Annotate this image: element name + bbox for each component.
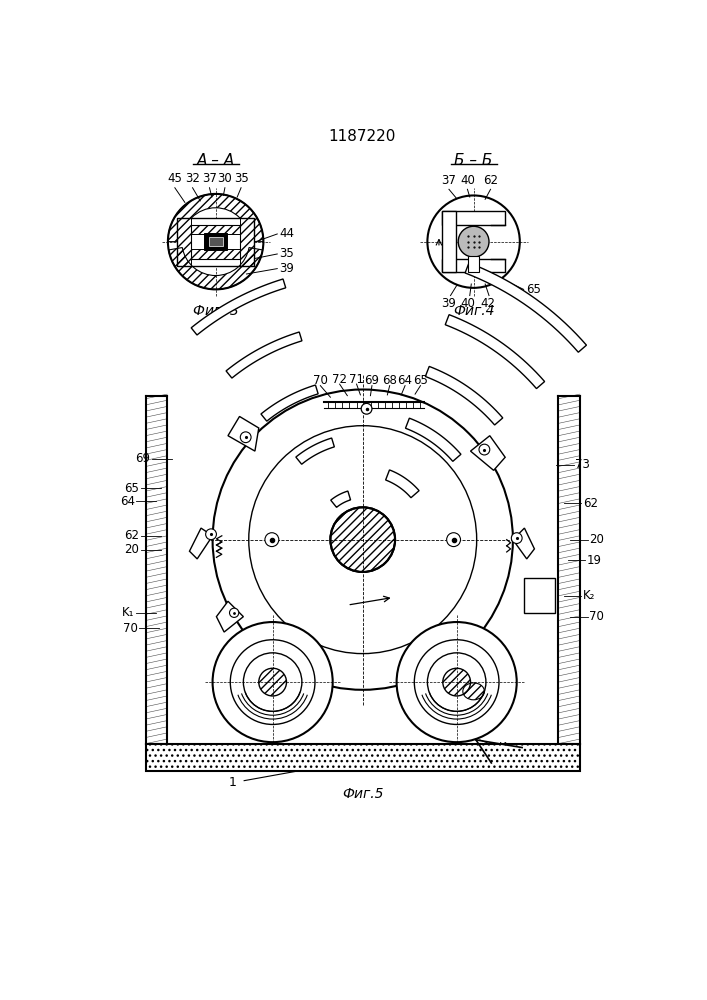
Circle shape	[397, 622, 517, 742]
Polygon shape	[513, 528, 534, 559]
Text: 40: 40	[460, 174, 475, 187]
Text: Фиг. 3: Фиг. 3	[193, 304, 238, 318]
Text: 45: 45	[168, 172, 182, 185]
Text: 64: 64	[119, 495, 135, 508]
Text: 16: 16	[252, 631, 267, 644]
Text: 68: 68	[382, 374, 397, 387]
Text: 64: 64	[397, 374, 413, 387]
Circle shape	[428, 195, 520, 288]
Text: 70: 70	[589, 610, 604, 623]
Text: 42: 42	[481, 297, 496, 310]
Text: 72: 72	[332, 373, 347, 386]
Text: 39: 39	[440, 297, 455, 310]
Bar	[209, 237, 223, 246]
Text: 70: 70	[313, 374, 328, 387]
Text: 32: 32	[185, 172, 200, 185]
Text: 1: 1	[228, 776, 236, 789]
Polygon shape	[406, 418, 461, 461]
Text: Фиг.5: Фиг.5	[342, 787, 383, 801]
Text: 17: 17	[448, 705, 462, 718]
Text: 65: 65	[124, 482, 139, 495]
Polygon shape	[226, 332, 302, 378]
Polygon shape	[191, 279, 286, 335]
Text: 62: 62	[124, 529, 139, 542]
Circle shape	[479, 444, 490, 455]
Circle shape	[361, 403, 372, 414]
Circle shape	[447, 533, 460, 547]
Circle shape	[458, 226, 489, 257]
Bar	[146, 744, 580, 771]
Text: 20: 20	[124, 543, 139, 556]
Text: 35: 35	[234, 172, 248, 185]
Text: 73: 73	[575, 458, 590, 471]
Circle shape	[511, 533, 522, 544]
Text: 69: 69	[135, 452, 150, 465]
Bar	[442, 211, 506, 225]
Polygon shape	[189, 528, 213, 559]
Polygon shape	[471, 436, 506, 470]
Polygon shape	[426, 366, 503, 425]
Polygon shape	[465, 263, 586, 352]
Text: 6: 6	[257, 701, 265, 714]
Text: 62: 62	[483, 174, 498, 187]
Text: 40: 40	[461, 297, 476, 310]
Text: 17: 17	[450, 672, 466, 685]
Text: 19: 19	[587, 554, 602, 567]
Text: 30: 30	[218, 172, 233, 185]
Bar	[525, 578, 555, 613]
Text: 62: 62	[583, 497, 598, 510]
Bar	[468, 256, 479, 272]
Text: 35: 35	[279, 247, 294, 260]
Text: K₂: K₂	[583, 589, 595, 602]
Bar	[191, 225, 240, 259]
Text: Б – Б: Б – Б	[455, 153, 493, 168]
Bar	[442, 211, 456, 272]
Bar	[240, 218, 254, 266]
Bar	[177, 218, 254, 266]
Text: 71: 71	[349, 373, 364, 386]
Circle shape	[213, 389, 513, 690]
Text: 37: 37	[442, 174, 457, 187]
Text: 18: 18	[221, 676, 235, 689]
Text: 6: 6	[272, 669, 281, 682]
Polygon shape	[261, 385, 318, 421]
Circle shape	[213, 622, 333, 742]
Text: 69: 69	[365, 374, 380, 387]
Polygon shape	[445, 315, 544, 389]
Text: 44: 44	[279, 227, 295, 240]
Text: Фиг.4: Фиг.4	[453, 304, 494, 318]
Text: А – А: А – А	[197, 153, 235, 168]
Text: 16: 16	[282, 712, 297, 725]
Polygon shape	[331, 491, 351, 507]
Polygon shape	[385, 470, 419, 498]
Text: 20: 20	[589, 533, 604, 546]
Polygon shape	[216, 601, 243, 632]
Bar	[442, 259, 506, 272]
Bar	[191, 249, 240, 259]
Bar	[146, 744, 580, 771]
Polygon shape	[296, 438, 334, 464]
Circle shape	[230, 608, 239, 617]
Text: 39: 39	[279, 262, 294, 275]
Text: 1187220: 1187220	[328, 129, 396, 144]
Text: 18: 18	[223, 651, 238, 664]
Text: 65: 65	[526, 283, 541, 296]
Circle shape	[265, 533, 279, 547]
Bar	[191, 225, 240, 234]
Text: 70: 70	[123, 622, 138, 635]
Polygon shape	[228, 416, 259, 451]
Bar	[177, 218, 191, 266]
Text: K₃: K₃	[499, 741, 511, 754]
Text: 37: 37	[202, 172, 217, 185]
Bar	[204, 233, 227, 250]
Circle shape	[168, 194, 264, 289]
Circle shape	[240, 432, 251, 443]
Text: K₁: K₁	[122, 606, 135, 619]
Text: 65: 65	[413, 374, 428, 387]
Circle shape	[206, 529, 216, 540]
